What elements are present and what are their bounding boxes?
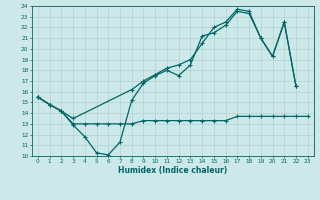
X-axis label: Humidex (Indice chaleur): Humidex (Indice chaleur) (118, 166, 228, 175)
